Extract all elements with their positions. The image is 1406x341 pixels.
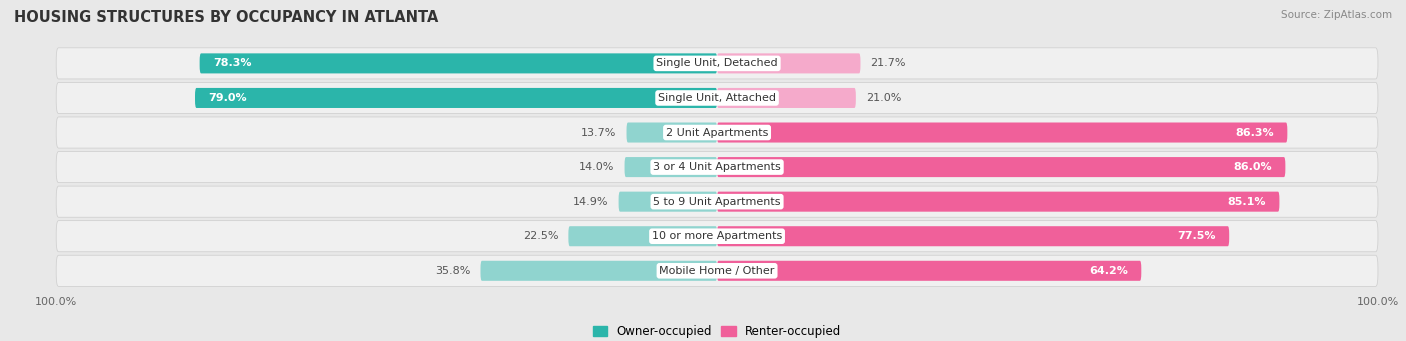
FancyBboxPatch shape <box>717 53 860 73</box>
FancyBboxPatch shape <box>200 53 717 73</box>
Text: 14.0%: 14.0% <box>579 162 614 172</box>
Text: 64.2%: 64.2% <box>1090 266 1128 276</box>
FancyBboxPatch shape <box>717 122 1288 143</box>
Text: Single Unit, Attached: Single Unit, Attached <box>658 93 776 103</box>
Text: 5 to 9 Unit Apartments: 5 to 9 Unit Apartments <box>654 197 780 207</box>
FancyBboxPatch shape <box>627 122 717 143</box>
FancyBboxPatch shape <box>481 261 717 281</box>
FancyBboxPatch shape <box>717 261 1142 281</box>
Text: 2 Unit Apartments: 2 Unit Apartments <box>666 128 768 137</box>
Text: 86.0%: 86.0% <box>1233 162 1272 172</box>
Text: Source: ZipAtlas.com: Source: ZipAtlas.com <box>1281 10 1392 20</box>
FancyBboxPatch shape <box>717 157 1285 177</box>
FancyBboxPatch shape <box>56 221 1378 252</box>
Legend: Owner-occupied, Renter-occupied: Owner-occupied, Renter-occupied <box>588 321 846 341</box>
FancyBboxPatch shape <box>56 117 1378 148</box>
Text: HOUSING STRUCTURES BY OCCUPANCY IN ATLANTA: HOUSING STRUCTURES BY OCCUPANCY IN ATLAN… <box>14 10 439 25</box>
Text: 3 or 4 Unit Apartments: 3 or 4 Unit Apartments <box>654 162 780 172</box>
Text: 77.5%: 77.5% <box>1177 231 1216 241</box>
Text: 22.5%: 22.5% <box>523 231 558 241</box>
FancyBboxPatch shape <box>717 192 1279 212</box>
Text: 86.3%: 86.3% <box>1236 128 1274 137</box>
FancyBboxPatch shape <box>624 157 717 177</box>
Text: 14.9%: 14.9% <box>574 197 609 207</box>
FancyBboxPatch shape <box>56 255 1378 286</box>
Text: 85.1%: 85.1% <box>1227 197 1267 207</box>
Text: 78.3%: 78.3% <box>212 58 252 69</box>
FancyBboxPatch shape <box>195 88 717 108</box>
FancyBboxPatch shape <box>56 186 1378 217</box>
FancyBboxPatch shape <box>568 226 717 246</box>
FancyBboxPatch shape <box>717 88 856 108</box>
Text: 21.7%: 21.7% <box>870 58 905 69</box>
Text: Mobile Home / Other: Mobile Home / Other <box>659 266 775 276</box>
Text: 10 or more Apartments: 10 or more Apartments <box>652 231 782 241</box>
FancyBboxPatch shape <box>56 151 1378 183</box>
Text: 79.0%: 79.0% <box>208 93 247 103</box>
FancyBboxPatch shape <box>56 83 1378 114</box>
Text: 13.7%: 13.7% <box>581 128 617 137</box>
Text: Single Unit, Detached: Single Unit, Detached <box>657 58 778 69</box>
FancyBboxPatch shape <box>717 226 1229 246</box>
FancyBboxPatch shape <box>619 192 717 212</box>
Text: 21.0%: 21.0% <box>866 93 901 103</box>
Text: 35.8%: 35.8% <box>436 266 471 276</box>
FancyBboxPatch shape <box>56 48 1378 79</box>
